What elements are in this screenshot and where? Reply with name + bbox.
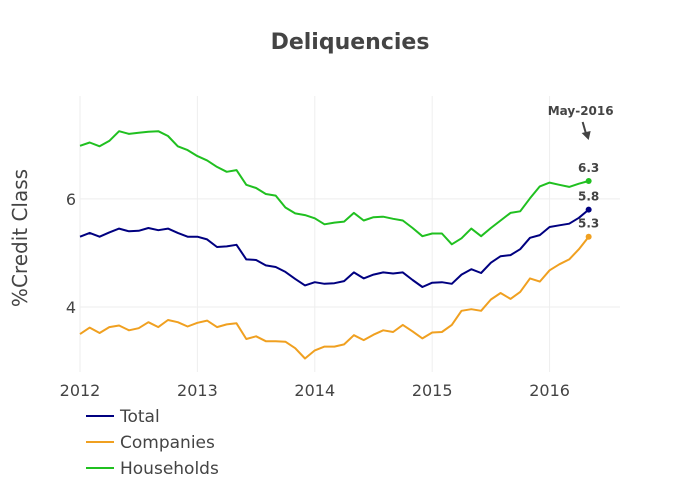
y-tick-label: 4 — [66, 298, 76, 317]
x-axis-ticks: 2012 2013 2014 2015 2016 — [60, 381, 570, 400]
y-axis-ticks: 46 — [66, 190, 76, 317]
end-label-total: 5.8 — [578, 190, 599, 204]
chart-title: Deliquencies — [271, 30, 430, 55]
legend-label-households[interactable]: Households — [120, 459, 219, 479]
end-point-households — [585, 177, 592, 184]
series-lines — [79, 130, 590, 360]
end-label-households: 6.3 — [578, 161, 599, 175]
legend-label-total[interactable]: Total — [119, 407, 160, 427]
x-tick-label: 2012 — [60, 381, 101, 400]
x-tick-label: 2015 — [412, 381, 453, 400]
legend[interactable]: Total Companies Households — [86, 407, 219, 479]
series-line-companies — [79, 236, 590, 360]
end-point-total — [585, 206, 592, 213]
annotation-label: May-2016 — [548, 104, 614, 118]
y-axis-label: %Credit Class — [8, 169, 32, 307]
series-line-households — [79, 130, 589, 246]
end-point-companies — [585, 233, 592, 240]
legend-label-companies[interactable]: Companies — [120, 433, 215, 453]
series-line-total — [79, 208, 590, 288]
x-tick-label: 2014 — [294, 381, 335, 400]
annotation-arrow-head — [581, 131, 591, 140]
x-tick-label: 2013 — [177, 381, 218, 400]
series-end-points: 5.8 5.3 6.3 — [578, 161, 599, 240]
end-label-companies: 5.3 — [578, 217, 599, 231]
x-tick-label: 2016 — [529, 381, 570, 400]
y-tick-label: 6 — [66, 190, 76, 209]
grid — [79, 96, 620, 372]
annotation: May-2016 — [548, 104, 614, 140]
